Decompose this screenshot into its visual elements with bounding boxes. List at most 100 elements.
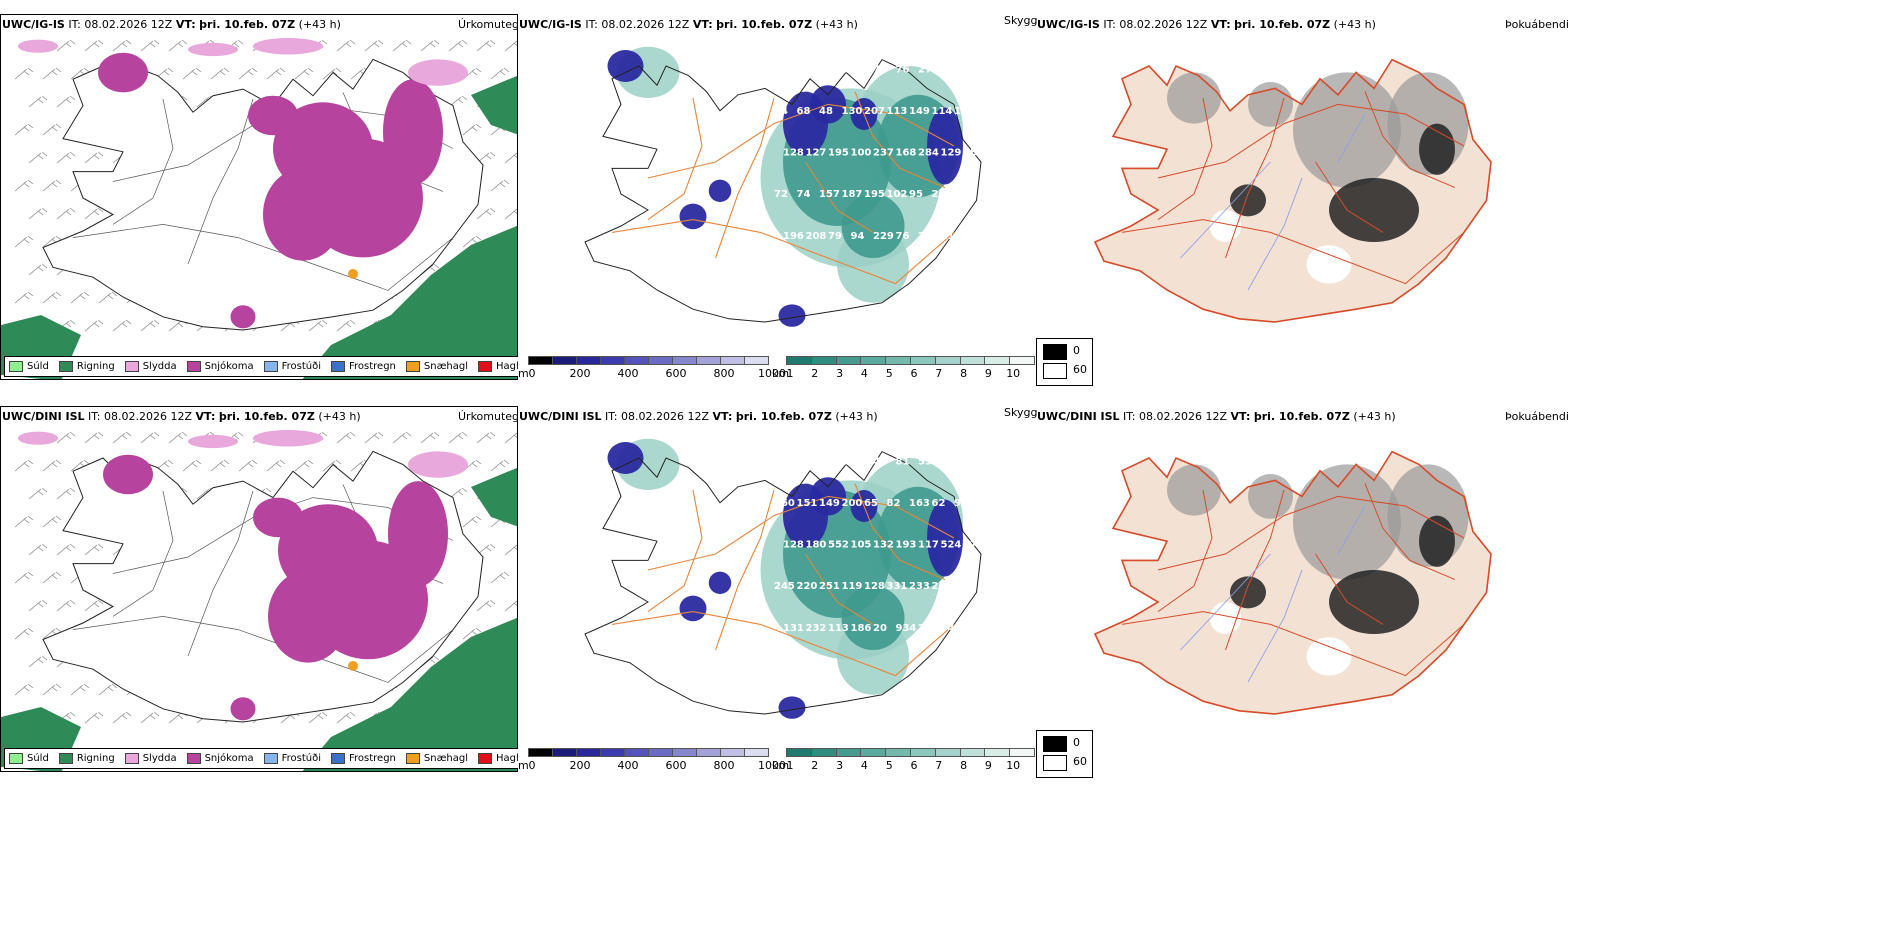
road bbox=[647, 489, 703, 613]
row1-visibility-colorbar: km 1 2 3 4 5 6 7 8 9 10 bbox=[772, 356, 1035, 380]
colorbar-segment bbox=[696, 748, 721, 757]
cloud-base-value: 213 bbox=[932, 189, 953, 200]
wind-barb bbox=[14, 459, 34, 472]
iceland-coast bbox=[1093, 58, 1492, 323]
model-name: UWC/IG-IS bbox=[1037, 18, 1100, 31]
wind-barb bbox=[56, 599, 76, 612]
colorbar-tick: 800 bbox=[713, 759, 735, 772]
fog-index-map bbox=[1093, 450, 1492, 715]
cloud-base-value: 200 bbox=[842, 498, 863, 509]
iceland-coast bbox=[584, 58, 982, 323]
cloud-base-value: 131 bbox=[783, 623, 804, 634]
road bbox=[187, 98, 254, 265]
river bbox=[1247, 569, 1303, 683]
snow-area bbox=[103, 454, 153, 495]
cloud-base-value: 114 bbox=[932, 106, 953, 117]
colorbar-tick: 5 bbox=[885, 367, 893, 380]
river bbox=[1180, 161, 1271, 259]
road bbox=[714, 489, 775, 651]
colorbar-tick: 6 bbox=[910, 367, 918, 380]
colorbar-segment bbox=[528, 356, 553, 365]
ice-pellet-area bbox=[348, 660, 358, 671]
colorbar-tick: 1000 bbox=[758, 367, 786, 380]
row1-precip-header: UWC/IG-IS IT: 08.02.2026 12Z VT: þri. 10… bbox=[2, 18, 341, 31]
cloud-base-value: 195 bbox=[864, 189, 885, 200]
cloud-base-value: 265 bbox=[918, 231, 939, 242]
colorbar-segment bbox=[744, 748, 769, 757]
road bbox=[1157, 489, 1213, 613]
road bbox=[647, 103, 955, 179]
sleet-area bbox=[408, 59, 468, 86]
legend-label: Frostregn bbox=[349, 361, 396, 372]
cloud-base-area bbox=[708, 179, 732, 202]
wind-barb bbox=[364, 431, 384, 444]
cloud-base-value: 196 bbox=[783, 231, 804, 242]
colorbar-segment bbox=[552, 748, 577, 757]
wind-barb bbox=[42, 123, 62, 136]
cloud-base-value: 113 bbox=[887, 106, 908, 117]
wind-barb bbox=[462, 235, 482, 248]
cloud-base-value: 960 bbox=[774, 498, 795, 509]
colorbar-segment bbox=[576, 356, 601, 365]
wind-barb bbox=[476, 599, 496, 612]
wind-barb bbox=[140, 39, 160, 52]
fog-swatch-0 bbox=[1043, 736, 1067, 752]
row1-cloudbase-colorbar: m 0 200 400 600 800 1000 bbox=[518, 356, 786, 380]
colorbar-segment bbox=[786, 748, 812, 757]
legend-swatch bbox=[186, 753, 201, 764]
rain-area bbox=[471, 75, 517, 135]
wind-barb bbox=[84, 207, 104, 220]
cloud-base-value: 237 bbox=[873, 148, 894, 159]
wind-barb bbox=[112, 711, 132, 724]
colorbar-tick: 10 bbox=[1006, 759, 1021, 772]
legend-item-2: Slydda bbox=[124, 361, 177, 372]
cloud-base-value: 105 bbox=[851, 540, 872, 551]
legend-item-4: Frostúði bbox=[263, 753, 321, 764]
row2-precip-header: UWC/DINI ISL IT: 08.02.2026 12Z VT: þri.… bbox=[2, 410, 361, 423]
cloud-base-value: 934 bbox=[896, 623, 917, 634]
vt-label: VT: bbox=[1210, 18, 1231, 31]
vt-label: VT: bbox=[712, 410, 733, 423]
legend-item-1: Rigning bbox=[58, 361, 115, 372]
road bbox=[1315, 161, 1384, 233]
rain-area bbox=[302, 617, 517, 771]
colorbar-segment bbox=[810, 748, 837, 757]
vt-label: VT: bbox=[692, 18, 713, 31]
colorbar-segment bbox=[835, 748, 862, 757]
wind-barb bbox=[420, 39, 440, 52]
cloud-base-value: 149 bbox=[909, 106, 930, 117]
snow-area bbox=[263, 168, 343, 261]
vt-label: VT: bbox=[175, 18, 196, 31]
cloud-base-value: 177 bbox=[806, 456, 827, 467]
colorbar-segment bbox=[528, 748, 553, 757]
cloud-base-value: 128 bbox=[851, 456, 872, 467]
road bbox=[112, 98, 174, 225]
cloud-base-value: 16 bbox=[941, 456, 955, 467]
wind-barb bbox=[504, 40, 517, 52]
cloud-base-value: 94 bbox=[851, 231, 865, 242]
colorbar-tick: 9 bbox=[984, 759, 992, 772]
lead-time: (+43 h) bbox=[1333, 18, 1376, 31]
road bbox=[854, 483, 946, 581]
fog-area bbox=[1329, 570, 1419, 634]
cloud-base-value: 245 bbox=[774, 581, 795, 592]
row2-fog-title: Þokuábendi bbox=[1505, 410, 1569, 423]
iceland-coast bbox=[42, 58, 484, 331]
wind-barb bbox=[28, 207, 48, 220]
cloud-base-value: 193 bbox=[896, 540, 917, 551]
cloud-base-value: 187 bbox=[842, 189, 863, 200]
row1-fog-title: Þokuábendi bbox=[1505, 18, 1569, 31]
legend-swatch bbox=[478, 361, 493, 372]
cloud-base-value: 74 bbox=[963, 623, 977, 634]
cloud-base-value: 177 bbox=[963, 540, 984, 551]
cloud-base-value: 128 bbox=[783, 148, 804, 159]
colorbar-segment bbox=[648, 356, 673, 365]
model-name: UWC/DINI ISL bbox=[1037, 410, 1120, 423]
wind-barb bbox=[70, 291, 90, 304]
colorbar-tick: 0 bbox=[528, 367, 536, 380]
road bbox=[187, 490, 254, 657]
colorbar-segment bbox=[576, 748, 601, 757]
cloud-base-value: 278 bbox=[918, 64, 939, 75]
colorbar-unit: km bbox=[772, 759, 790, 772]
it-value: 08.02.2026 12Z bbox=[1139, 410, 1228, 423]
